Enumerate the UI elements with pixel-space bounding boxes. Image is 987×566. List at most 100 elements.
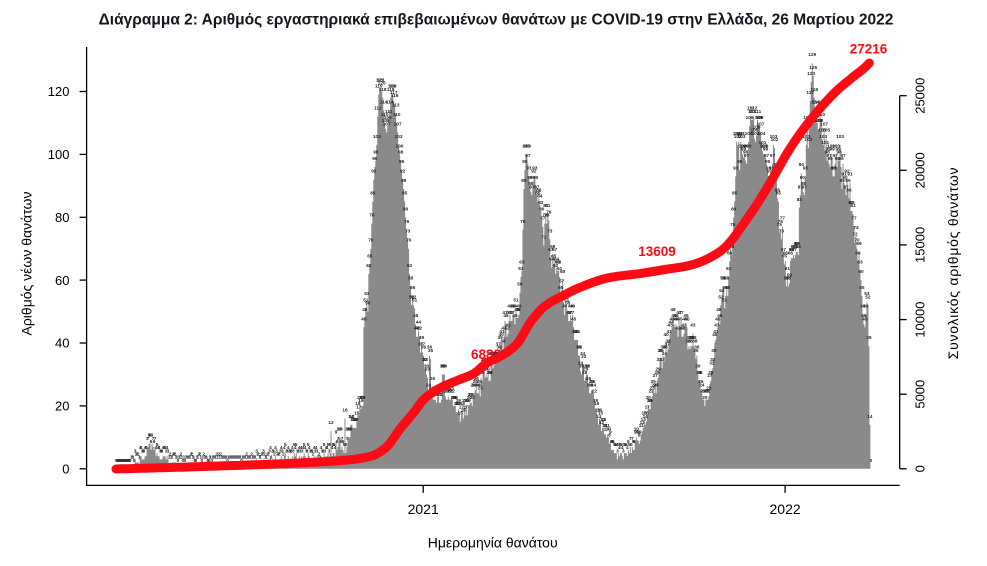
svg-text:1: 1 (239, 455, 242, 460)
svg-text:48: 48 (716, 307, 722, 312)
svg-text:52: 52 (865, 294, 871, 299)
svg-text:10: 10 (337, 426, 343, 431)
svg-text:2: 2 (263, 452, 266, 457)
svg-text:36: 36 (421, 345, 427, 350)
svg-text:61: 61 (726, 266, 732, 271)
svg-text:2: 2 (266, 452, 269, 457)
svg-text:71: 71 (541, 235, 547, 240)
svg-text:5: 5 (615, 442, 618, 447)
svg-text:15000: 15000 (912, 227, 927, 263)
svg-text:1: 1 (176, 455, 179, 460)
svg-text:107: 107 (820, 121, 828, 126)
svg-text:52: 52 (718, 294, 724, 299)
svg-text:3: 3 (321, 448, 324, 453)
svg-text:7: 7 (346, 436, 349, 441)
svg-text:35: 35 (657, 348, 663, 353)
svg-text:42: 42 (679, 326, 685, 331)
svg-text:4: 4 (155, 445, 158, 450)
svg-text:92: 92 (844, 169, 850, 174)
svg-text:118: 118 (387, 87, 395, 92)
svg-text:5: 5 (628, 442, 631, 447)
svg-text:30: 30 (695, 364, 701, 369)
svg-text:13: 13 (600, 417, 606, 422)
svg-text:47: 47 (678, 310, 684, 315)
svg-text:119: 119 (388, 84, 396, 89)
svg-text:43: 43 (714, 323, 720, 328)
svg-text:2: 2 (250, 452, 253, 457)
svg-text:4: 4 (298, 445, 301, 450)
svg-text:90: 90 (842, 175, 848, 180)
svg-text:1: 1 (181, 455, 184, 460)
svg-text:12: 12 (599, 420, 605, 425)
svg-text:39: 39 (691, 335, 697, 340)
svg-text:99: 99 (829, 147, 835, 152)
svg-text:1: 1 (131, 455, 134, 460)
svg-text:24: 24 (471, 382, 477, 387)
svg-text:50: 50 (565, 301, 571, 306)
svg-text:7: 7 (146, 436, 149, 441)
svg-text:2: 2 (312, 452, 315, 457)
svg-text:2: 2 (172, 452, 175, 457)
svg-text:1: 1 (188, 455, 191, 460)
svg-text:3: 3 (271, 448, 274, 453)
svg-text:112: 112 (374, 106, 382, 111)
svg-text:1: 1 (179, 455, 182, 460)
svg-text:85: 85 (535, 191, 541, 196)
svg-text:22: 22 (705, 389, 711, 394)
svg-text:64: 64 (549, 257, 555, 262)
svg-text:15: 15 (598, 411, 604, 416)
svg-text:40: 40 (663, 332, 669, 337)
svg-text:109: 109 (756, 115, 764, 120)
svg-text:0: 0 (115, 458, 118, 463)
svg-text:6: 6 (610, 439, 613, 444)
svg-text:0: 0 (200, 458, 203, 463)
svg-text:99: 99 (741, 147, 747, 152)
svg-text:17: 17 (645, 404, 651, 409)
svg-text:32: 32 (422, 357, 428, 362)
svg-text:31: 31 (709, 360, 715, 365)
svg-text:49: 49 (510, 304, 516, 309)
svg-text:86: 86 (846, 187, 852, 192)
svg-text:1: 1 (204, 455, 207, 460)
svg-text:18: 18 (594, 401, 600, 406)
svg-text:9: 9 (636, 430, 639, 435)
svg-text:1: 1 (244, 455, 247, 460)
svg-text:1: 1 (195, 455, 198, 460)
svg-text:39: 39 (689, 335, 695, 340)
svg-text:0: 0 (120, 458, 123, 463)
svg-text:36: 36 (576, 345, 582, 350)
svg-text:6: 6 (611, 439, 614, 444)
svg-text:3: 3 (310, 448, 313, 453)
svg-text:2: 2 (191, 452, 194, 457)
svg-text:1: 1 (230, 455, 233, 460)
svg-text:5: 5 (345, 442, 348, 447)
svg-text:46: 46 (673, 313, 679, 318)
svg-text:48: 48 (670, 307, 676, 312)
svg-text:45: 45 (862, 316, 868, 321)
svg-text:21: 21 (469, 392, 475, 397)
svg-text:4: 4 (308, 445, 311, 450)
svg-text:3: 3 (141, 448, 144, 453)
svg-text:20: 20 (453, 395, 459, 400)
svg-text:104: 104 (745, 131, 753, 136)
svg-text:10: 10 (336, 426, 342, 431)
svg-text:78: 78 (542, 213, 548, 218)
svg-text:25: 25 (473, 379, 479, 384)
svg-text:72: 72 (852, 231, 858, 236)
svg-text:35: 35 (693, 348, 699, 353)
svg-text:40: 40 (712, 332, 718, 337)
svg-text:15: 15 (458, 411, 464, 416)
svg-text:129: 129 (808, 52, 816, 57)
svg-text:45: 45 (674, 316, 680, 321)
svg-text:22: 22 (444, 389, 450, 394)
svg-text:1: 1 (317, 455, 320, 460)
svg-text:29: 29 (583, 367, 589, 372)
svg-text:0: 0 (127, 458, 130, 463)
svg-text:19: 19 (648, 398, 654, 403)
svg-text:108: 108 (382, 118, 390, 123)
svg-text:36: 36 (694, 345, 700, 350)
svg-text:87: 87 (529, 184, 535, 189)
svg-text:96: 96 (834, 156, 840, 161)
svg-text:1: 1 (247, 455, 250, 460)
svg-text:43: 43 (690, 323, 696, 328)
